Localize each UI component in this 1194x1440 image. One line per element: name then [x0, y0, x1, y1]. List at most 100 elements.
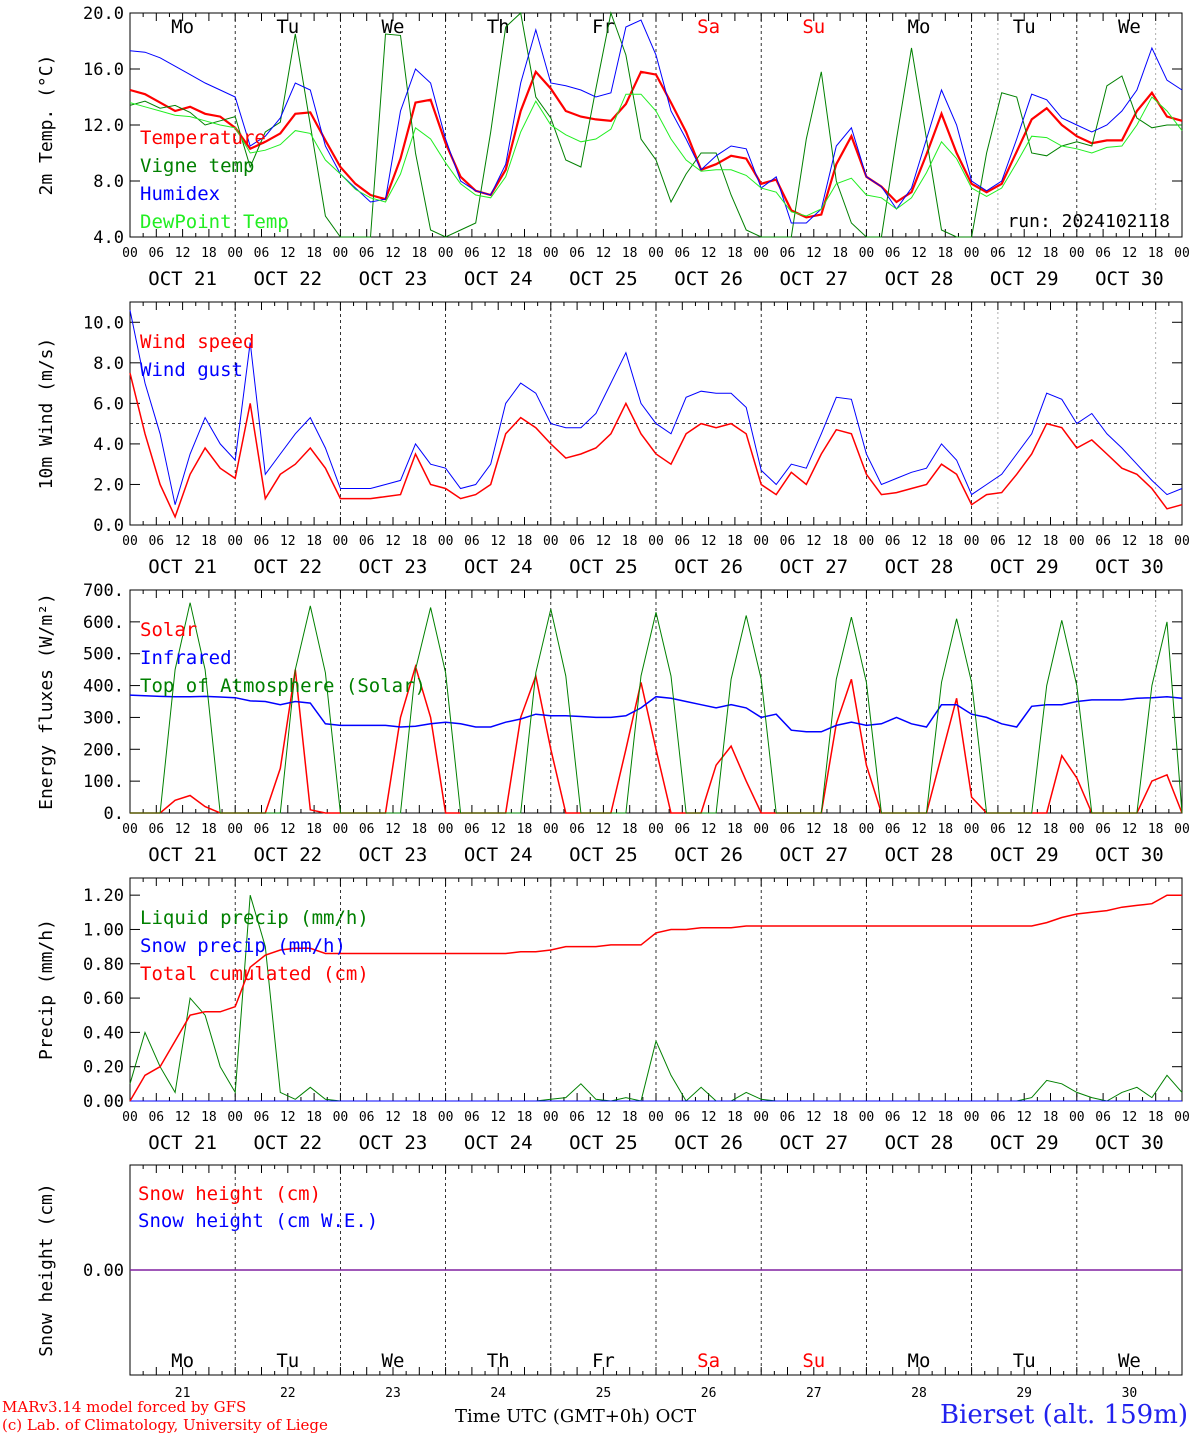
date-label: OCT 29	[990, 844, 1059, 866]
hour-tick-label: 06	[569, 822, 585, 837]
day-number: 24	[490, 1386, 506, 1401]
hour-tick-label: 00	[648, 246, 664, 261]
hour-tick-label: 00	[1069, 822, 1085, 837]
hour-tick-label: 06	[569, 1110, 585, 1125]
date-label: OCT 25	[569, 1132, 638, 1154]
hour-tick-label: 12	[701, 534, 717, 549]
hour-tick-label: 18	[517, 1110, 533, 1125]
hour-tick-label: 18	[411, 534, 427, 549]
hour-tick-label: 06	[359, 822, 375, 837]
legend-entry: Snow height (cm)	[138, 1183, 321, 1205]
hour-tick-label: 12	[1016, 1110, 1032, 1125]
date-label: OCT 23	[359, 268, 428, 290]
hour-tick-label: 00	[1174, 1110, 1190, 1125]
hour-tick-label: 12	[596, 822, 612, 837]
day-name: We	[1118, 16, 1141, 38]
day-name-bottom: Tu	[1013, 1350, 1036, 1372]
hour-tick-label: 00	[648, 534, 664, 549]
hour-tick-label: 18	[727, 822, 743, 837]
y-tick-label: 1.00	[83, 920, 124, 940]
hour-tick-label: 18	[201, 534, 217, 549]
hour-tick-label: 12	[175, 822, 191, 837]
legend-entry: Humidex	[140, 183, 220, 205]
hour-tick-label: 00	[122, 822, 138, 837]
day-number: 26	[701, 1386, 717, 1401]
y-tick-label: 500.	[83, 645, 124, 665]
date-label: OCT 27	[779, 268, 848, 290]
hour-tick-label: 00	[753, 246, 769, 261]
date-label: OCT 30	[1095, 1132, 1164, 1154]
date-label: OCT 28	[885, 844, 954, 866]
hour-tick-label: 12	[1016, 534, 1032, 549]
hour-tick-label: 18	[832, 534, 848, 549]
series-line-dewpoint-temp	[129, 93, 1183, 217]
hour-tick-label: 00	[333, 822, 349, 837]
hour-tick-label: 12	[280, 534, 296, 549]
time-axis-text: Time UTC (GMT+0h)	[455, 1406, 650, 1427]
hour-tick-label: 12	[1016, 822, 1032, 837]
series-line-vigne-temp	[129, 11, 1182, 238]
y-tick-label: 1.20	[83, 886, 124, 906]
hour-tick-label: 00	[122, 246, 138, 261]
date-label: OCT 24	[464, 268, 533, 290]
hour-tick-label: 06	[885, 534, 901, 549]
hour-tick-label: 06	[885, 822, 901, 837]
series-line-humidex	[129, 19, 1183, 224]
y-tick-label: 200.	[83, 740, 124, 760]
hour-tick-label: 06	[780, 246, 796, 261]
series-line-temperature	[129, 69, 1183, 219]
hour-tick-label: 00	[333, 1110, 349, 1125]
y-tick-label: 20.0	[83, 4, 124, 24]
hour-tick-label: 18	[622, 1110, 638, 1125]
hour-tick-label: 12	[596, 1110, 612, 1125]
hour-tick-label: 06	[674, 246, 690, 261]
hour-tick-label: 00	[753, 822, 769, 837]
day-name-bottom: We	[1118, 1350, 1141, 1372]
hour-tick-label: 06	[990, 822, 1006, 837]
hour-tick-label: 00	[543, 1110, 559, 1125]
day-name-bottom: Sa	[697, 1350, 720, 1372]
day-number: 28	[911, 1386, 927, 1401]
legend-entry: Top of Atmosphere (Solar)	[140, 675, 426, 697]
date-label: OCT 30	[1095, 556, 1164, 578]
panel-4: 0.00 0.20 0.40 0.60 0.80 1.00 1.20 Precip (mm/h…	[36, 877, 1190, 1154]
hour-tick-label: 00	[333, 534, 349, 549]
hour-tick-label: 18	[1148, 534, 1164, 549]
y-tick-label: 0.	[104, 804, 124, 824]
date-label: OCT 22	[253, 556, 322, 578]
legend-entry: Wind gust	[140, 359, 243, 381]
series-line-total-cumulated-cm-	[129, 894, 1182, 1102]
hour-tick-label: 12	[490, 246, 506, 261]
hour-tick-label: 18	[937, 246, 953, 261]
date-label: OCT 27	[779, 844, 848, 866]
hour-tick-label: 18	[1043, 822, 1059, 837]
hour-tick-label: 06	[148, 822, 164, 837]
hour-tick-label: 18	[727, 1110, 743, 1125]
hour-tick-label: 18	[727, 534, 743, 549]
hour-tick-label: 12	[911, 534, 927, 549]
hour-tick-label: 18	[832, 246, 848, 261]
date-label: OCT 21	[148, 1132, 217, 1154]
hour-tick-label: 18	[201, 246, 217, 261]
hour-tick-label: 12	[1122, 822, 1138, 837]
hour-tick-label: 18	[727, 246, 743, 261]
legend-entry: Snow height (cm W.E.)	[138, 1210, 378, 1232]
date-label: OCT 29	[990, 556, 1059, 578]
hour-tick-label: 12	[385, 534, 401, 549]
hour-tick-label: 06	[254, 246, 270, 261]
hour-tick-label: 00	[1069, 246, 1085, 261]
y-tick-label: 8.0	[93, 354, 124, 374]
y-axis-title: Precip (mm/h)	[36, 919, 57, 1060]
hour-tick-label: 06	[1095, 822, 1111, 837]
hour-tick-label: 12	[806, 534, 822, 549]
hour-tick-label: 06	[674, 822, 690, 837]
date-label: OCT 28	[885, 556, 954, 578]
date-label: OCT 30	[1095, 844, 1164, 866]
day-name-bottom: Tu	[276, 1350, 299, 1372]
day-name-bottom: We	[382, 1350, 405, 1372]
day-name-bottom: Fr	[592, 1350, 615, 1372]
y-tick-label: 16.0	[83, 60, 124, 80]
hour-tick-label: 06	[1095, 534, 1111, 549]
date-label: OCT 23	[359, 844, 428, 866]
hour-tick-label: 00	[227, 534, 243, 549]
